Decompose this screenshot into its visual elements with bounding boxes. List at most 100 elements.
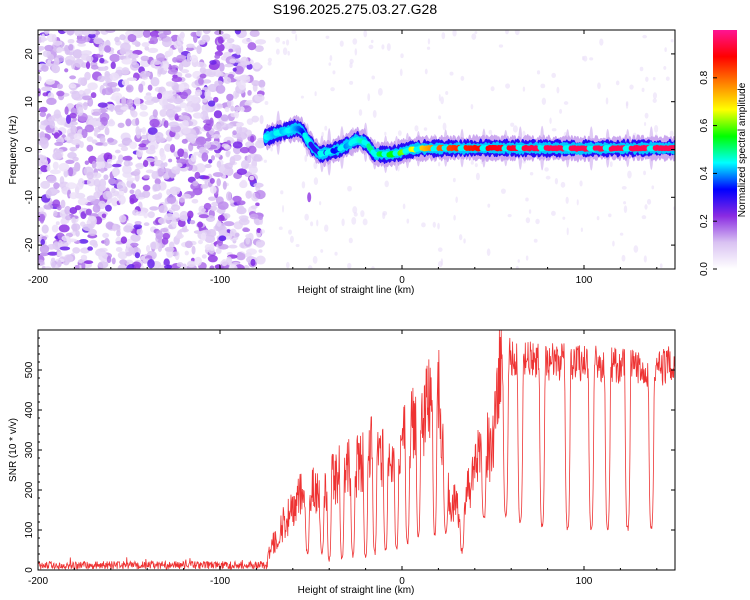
noise-blob xyxy=(147,259,155,269)
noise-blob xyxy=(149,118,160,128)
noise-blob xyxy=(121,58,133,65)
noise-blob xyxy=(209,185,217,194)
noise-speck xyxy=(270,146,273,152)
noise-blob xyxy=(76,39,87,44)
noise-blob xyxy=(103,238,110,246)
noise-blob xyxy=(136,228,143,236)
noise-blob xyxy=(204,163,212,169)
spectrogram-ytick-label: 0 xyxy=(24,146,35,152)
noise-blob xyxy=(52,40,63,46)
noise-blob xyxy=(61,235,70,242)
noise-blob xyxy=(253,154,263,162)
spectrogram-ytick-label: 20 xyxy=(24,48,35,60)
noise-blob xyxy=(172,212,180,219)
noise-blob xyxy=(141,126,147,135)
noise-blob xyxy=(140,104,148,111)
noise-blob xyxy=(215,153,221,158)
noise-blob xyxy=(220,114,229,122)
noise-blob xyxy=(193,33,198,44)
noise-blob xyxy=(68,43,74,51)
noise-blob xyxy=(216,178,221,187)
noise-speck xyxy=(449,71,454,76)
noise-blob xyxy=(123,225,133,233)
spectrogram-xtick-label: -100 xyxy=(210,275,230,286)
noise-blob xyxy=(255,39,267,45)
noise-blob xyxy=(116,181,126,191)
noise-blob xyxy=(195,61,206,68)
noise-blob xyxy=(164,264,173,269)
noise-blob xyxy=(123,160,131,167)
noise-blob xyxy=(202,175,210,180)
noise-blob xyxy=(44,266,52,269)
noise-blob xyxy=(92,108,102,113)
noise-blob xyxy=(207,229,217,238)
noise-blob xyxy=(254,45,264,52)
noise-blob xyxy=(70,138,82,145)
noise-speck xyxy=(471,33,477,40)
noise-blob xyxy=(42,92,49,97)
noise-blob xyxy=(143,222,150,227)
noise-blob xyxy=(56,251,63,257)
noise-blob xyxy=(45,78,56,85)
noise-blob xyxy=(44,44,54,52)
noise-speck xyxy=(551,128,557,132)
noise-blob xyxy=(237,205,245,213)
noise-blob xyxy=(126,77,138,82)
noise-blob xyxy=(175,233,184,239)
noise-blob xyxy=(133,263,141,269)
noise-blob xyxy=(226,140,231,145)
noise-blob xyxy=(226,191,232,201)
noise-blob xyxy=(105,30,116,33)
noise-blob xyxy=(138,143,147,148)
noise-blob xyxy=(163,63,169,71)
noise-speck xyxy=(314,91,317,97)
spectrogram-ytick-label: 10 xyxy=(24,96,35,108)
noise-blob xyxy=(210,205,218,211)
noise-blob xyxy=(39,252,49,257)
noise-blob xyxy=(45,62,53,67)
noise-blob xyxy=(229,228,237,237)
noise-blob xyxy=(55,148,64,153)
spectrogram-ytick-label: -10 xyxy=(24,190,35,205)
noise-blob xyxy=(147,133,155,142)
noise-speck xyxy=(301,181,306,189)
noise-blob xyxy=(251,115,260,123)
noise-blob xyxy=(151,171,159,180)
noise-speck xyxy=(432,221,436,228)
noise-blob xyxy=(165,108,176,118)
colorbar-tick-label: 0.4 xyxy=(699,166,710,180)
noise-blob xyxy=(165,81,175,87)
noise-speck xyxy=(551,72,557,78)
noise-blob xyxy=(224,162,233,170)
noise-speck xyxy=(304,213,309,221)
colorbar-ticks: 0.0 0.2 0.4 0.6 0.8 xyxy=(699,70,717,276)
noise-blob xyxy=(111,187,116,194)
noise-blob xyxy=(192,112,204,119)
noise-blob xyxy=(105,221,115,230)
noise-speck xyxy=(423,127,428,131)
noise-blob xyxy=(115,95,121,105)
noise-speck xyxy=(406,218,410,224)
noise-speck xyxy=(438,115,442,120)
noise-blob xyxy=(211,155,216,161)
noise-blob xyxy=(77,42,86,47)
snr-series-line xyxy=(38,330,675,570)
noise-blob xyxy=(74,97,83,101)
noise-speck xyxy=(267,61,272,66)
noise-blob xyxy=(100,167,105,174)
noise-blob xyxy=(164,246,175,252)
noise-blob xyxy=(224,63,234,68)
noise-blob xyxy=(177,148,185,157)
noise-blob xyxy=(207,255,218,263)
noise-blob xyxy=(129,141,138,150)
noise-blob xyxy=(249,30,260,38)
noise-blob xyxy=(255,255,266,265)
noise-blob xyxy=(226,93,234,101)
noise-blob xyxy=(105,204,112,212)
noise-blob xyxy=(46,165,51,172)
noise-blob xyxy=(129,189,135,195)
noise-blob xyxy=(158,205,168,214)
noise-blob xyxy=(168,158,173,163)
noise-speck xyxy=(402,203,406,210)
noise-blob xyxy=(181,119,189,129)
